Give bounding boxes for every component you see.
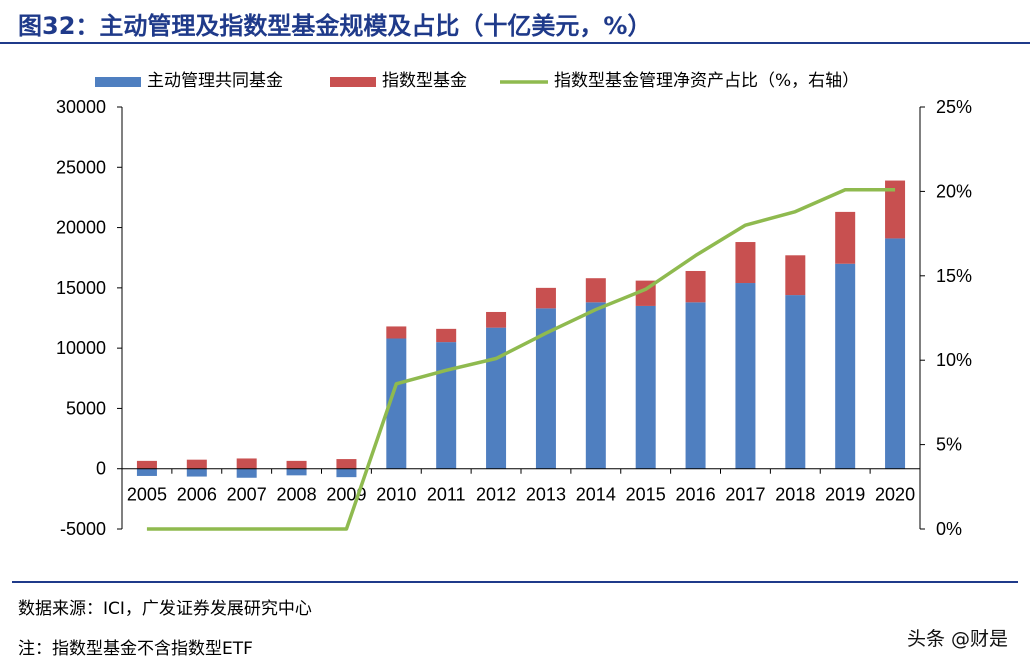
bar-index xyxy=(186,459,207,469)
share-line-path xyxy=(146,187,896,531)
left-tick-label: 10000 xyxy=(56,338,106,358)
left-tick-label: 25000 xyxy=(56,157,106,177)
x-tick-label: 2011 xyxy=(427,485,466,505)
bar-index xyxy=(136,460,157,469)
legend-swatch-active xyxy=(95,77,141,87)
bar-active xyxy=(436,342,457,469)
bar-active xyxy=(336,468,357,478)
bar-index xyxy=(685,270,706,303)
x-tick-label: 2019 xyxy=(825,485,865,505)
source-note: 数据来源：ICI，广发证券发展研究中心 xyxy=(18,599,312,619)
bar-index xyxy=(585,278,606,303)
right-tick-label: 25% xyxy=(936,97,972,117)
bars xyxy=(136,180,906,478)
right-tick-label: 5% xyxy=(936,435,962,455)
bar-active xyxy=(685,302,706,469)
bar-active xyxy=(386,338,407,469)
legend: 主动管理共同基金 指数型基金 指数型基金管理净资产占比（%，右轴） xyxy=(95,71,859,91)
bar-active xyxy=(585,302,606,469)
watermark: 头条 @财是 xyxy=(906,628,1008,650)
bar-index xyxy=(535,287,556,309)
bar-active xyxy=(835,263,856,469)
left-tick-label: 30000 xyxy=(56,97,106,117)
x-tick-label: 2013 xyxy=(526,485,566,505)
legend-label-index: 指数型基金 xyxy=(382,71,467,91)
left-tick-label: 20000 xyxy=(56,218,106,238)
bar-active xyxy=(486,327,507,469)
bar-active xyxy=(286,468,307,476)
x-tick-label: 2020 xyxy=(875,485,915,505)
right-tick-label: 0% xyxy=(936,519,962,539)
x-tick-label: 2007 xyxy=(227,485,267,505)
legend-label-active: 主动管理共同基金 xyxy=(147,71,283,91)
left-tick-label: 5000 xyxy=(66,398,106,418)
x-tick-label: 2008 xyxy=(277,485,317,505)
bar-index xyxy=(236,458,257,469)
footnote: 注：指数型基金不含指数型ETF xyxy=(18,639,253,659)
left-tick-label: 0 xyxy=(96,459,106,479)
bar-active xyxy=(535,308,556,469)
bar-index xyxy=(436,328,457,343)
x-tick-label: 2006 xyxy=(177,485,217,505)
right-y-axis: 0% 5% 10% 15% 20% 25% xyxy=(919,97,972,539)
bar-index xyxy=(386,326,407,339)
x-tick-label: 2018 xyxy=(775,485,815,505)
bar-active xyxy=(186,468,207,477)
x-tick-label: 2015 xyxy=(626,485,666,505)
chart: 主动管理共同基金 指数型基金 指数型基金管理净资产占比（%，右轴） -5000 0 50… xyxy=(56,71,972,539)
legend-label-line: 指数型基金管理净资产占比（%，右轴） xyxy=(554,71,859,91)
x-tick-label: 2010 xyxy=(376,485,416,505)
bar-active xyxy=(635,305,656,469)
title-divider xyxy=(0,42,1030,44)
bar-active xyxy=(885,238,906,469)
x-tick-label: 2012 xyxy=(476,485,516,505)
x-tick-label: 2016 xyxy=(676,485,716,505)
right-tick-label: 15% xyxy=(936,266,972,286)
x-tick-label: 2014 xyxy=(576,485,616,505)
bar-active xyxy=(136,468,157,476)
bar-index xyxy=(835,211,856,264)
bar-active xyxy=(785,295,806,469)
bar-index xyxy=(486,311,507,328)
bar-index xyxy=(286,460,307,469)
x-axis: 2005 2006 2007 2008 2009 2010 2011 2012 2013 2014… xyxy=(121,468,921,505)
legend-swatch-index xyxy=(330,77,376,87)
bar-active xyxy=(236,468,257,478)
bar-index xyxy=(336,459,357,469)
right-tick-label: 10% xyxy=(936,350,972,370)
page-title: 图32：主动管理及指数型基金规模及占比（十亿美元，%） xyxy=(18,12,652,40)
bar-index xyxy=(785,255,806,296)
left-y-axis: -5000 0 5000 10000 15000 20000 25000 30000 xyxy=(56,97,123,539)
x-tick-label: 2017 xyxy=(725,485,765,505)
left-tick-label: -5000 xyxy=(60,519,106,539)
left-tick-label: 15000 xyxy=(56,278,106,298)
footer-divider xyxy=(12,581,1018,583)
right-tick-label: 20% xyxy=(936,181,972,201)
bar-index xyxy=(735,242,756,284)
share-line xyxy=(146,187,896,531)
bar-index xyxy=(885,180,906,239)
x-tick-label: 2005 xyxy=(127,485,167,505)
bar-active xyxy=(735,283,756,469)
